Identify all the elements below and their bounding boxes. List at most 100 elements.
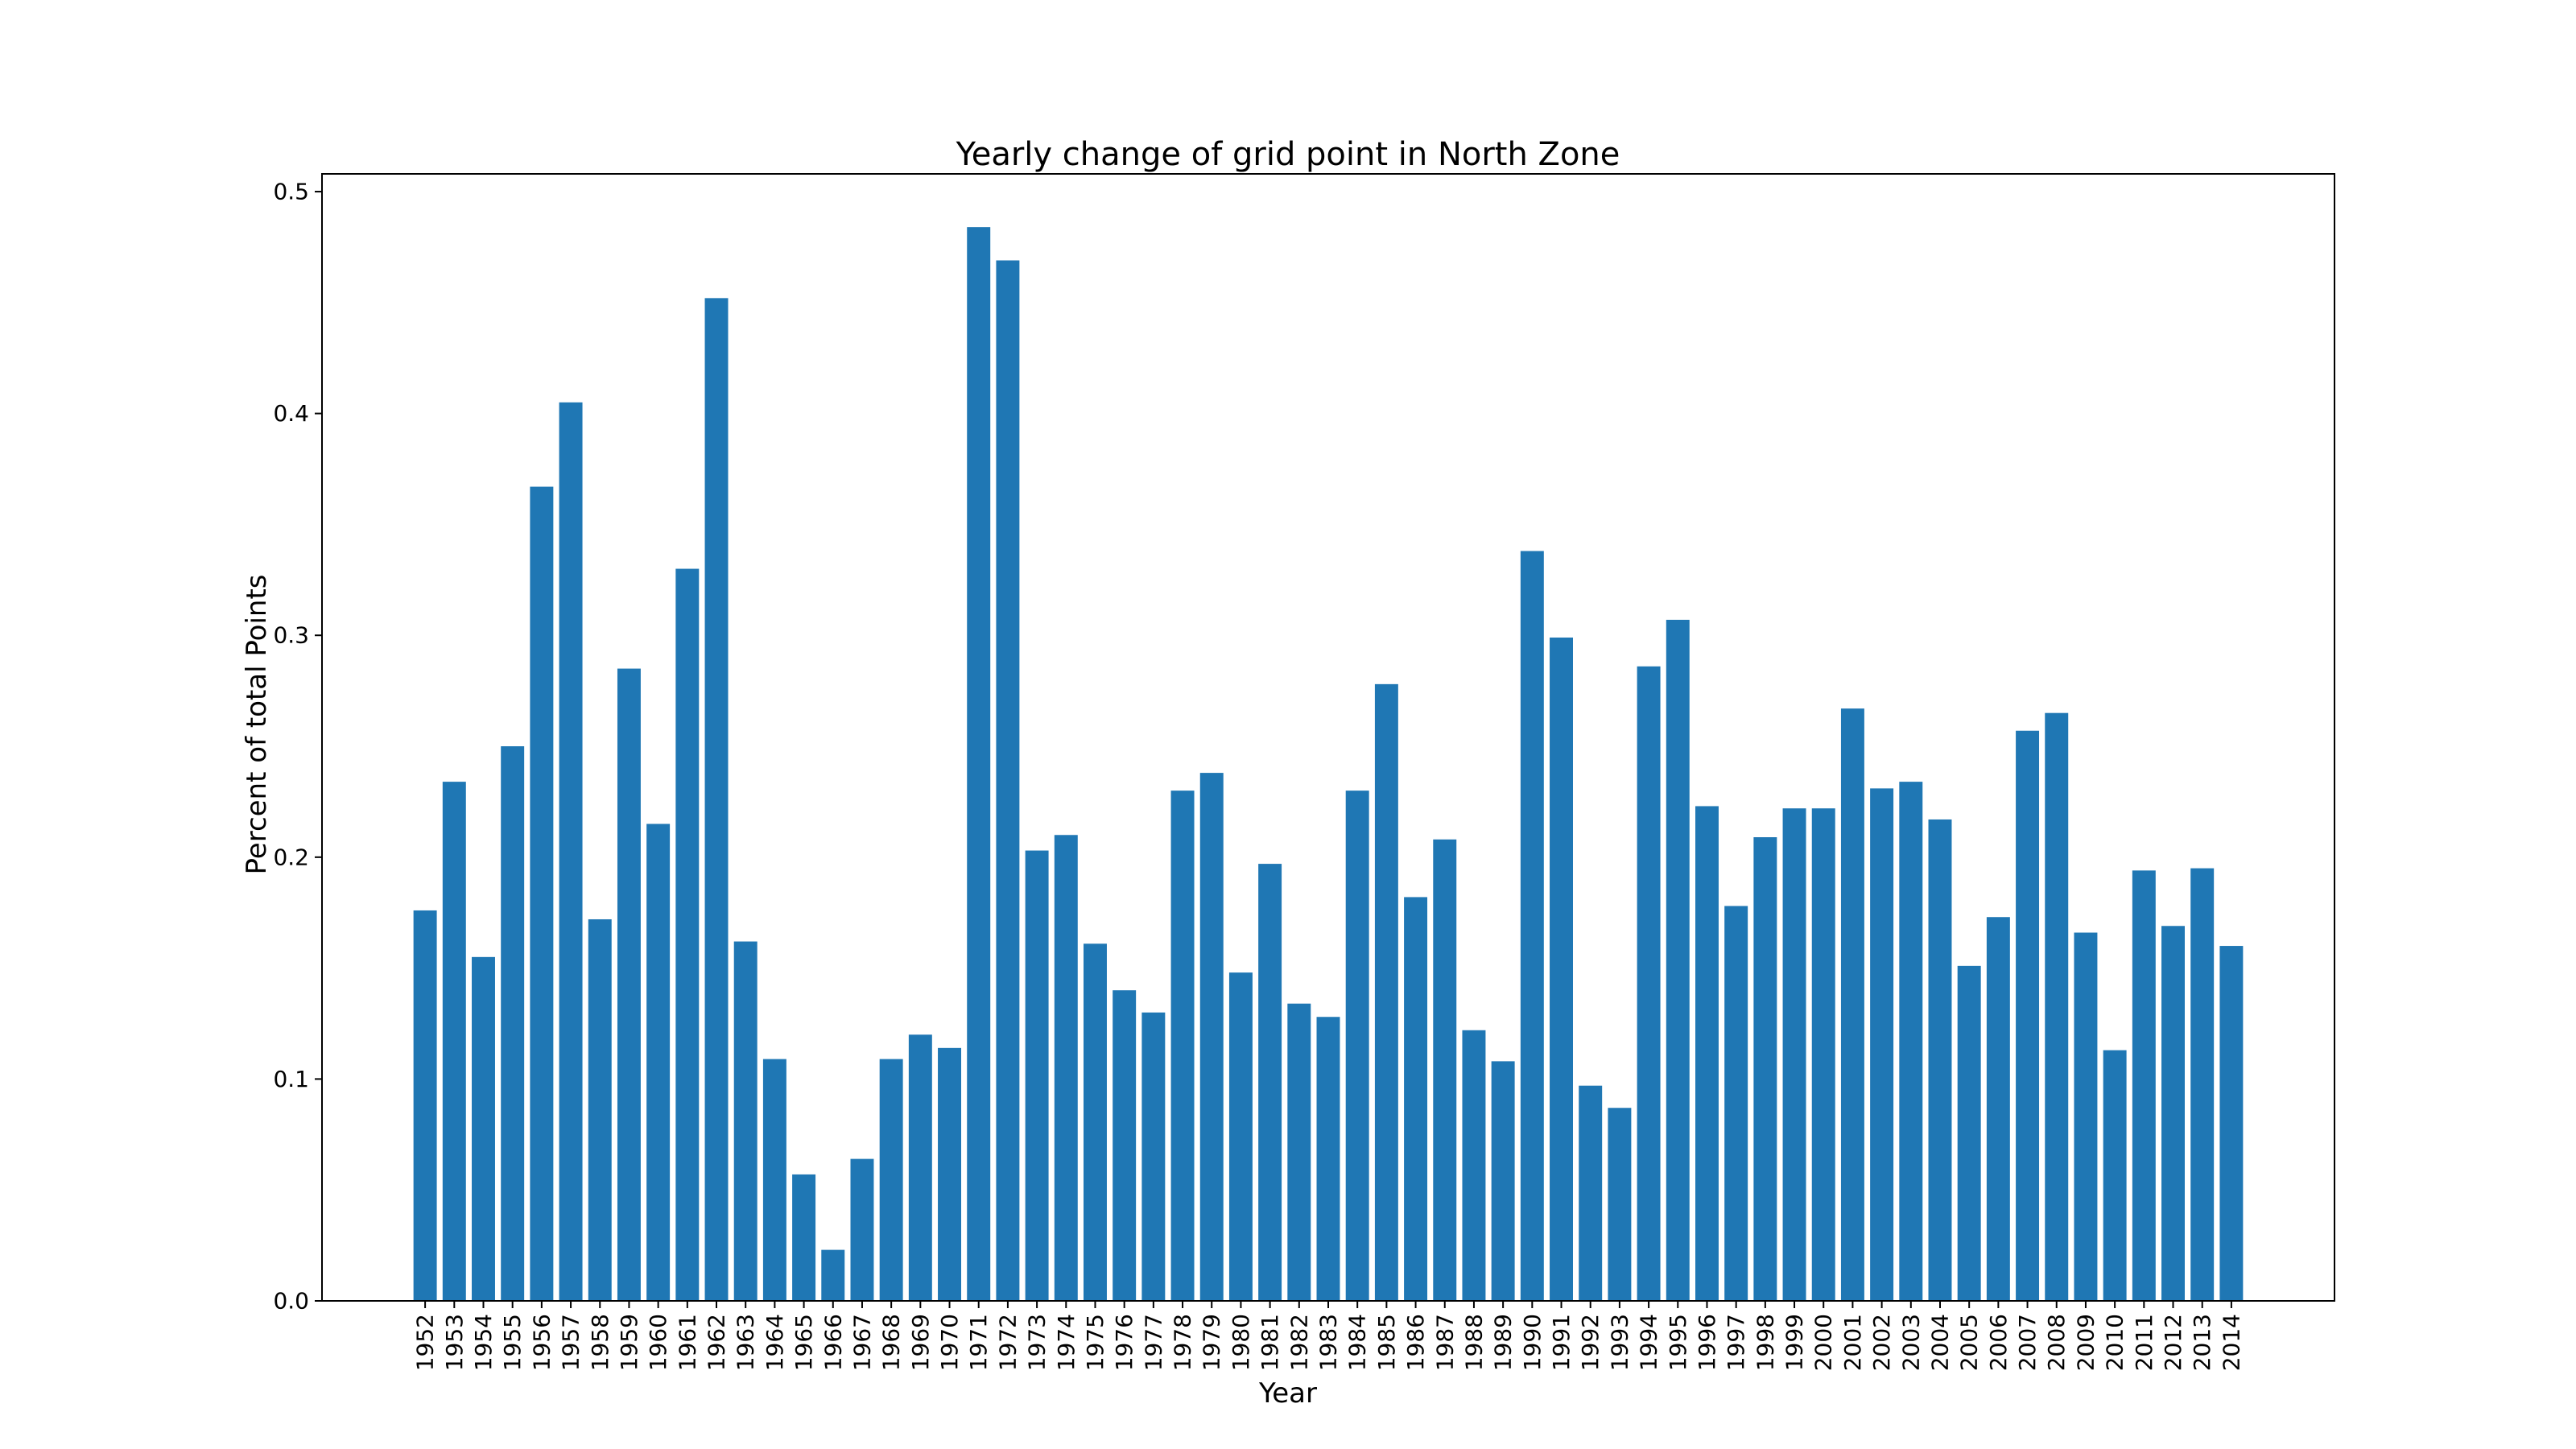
bar-1998 xyxy=(1753,837,1777,1301)
bar-1965 xyxy=(792,1174,816,1301)
x-tick-label: 2006 xyxy=(1985,1314,2012,1371)
x-tick-label: 1954 xyxy=(470,1314,497,1371)
bar-1958 xyxy=(588,919,612,1301)
x-tick-label: 1962 xyxy=(704,1314,730,1371)
bar-1955 xyxy=(501,746,525,1301)
bar-1988 xyxy=(1462,1030,1486,1301)
bar-1973 xyxy=(1025,850,1049,1301)
bar-1986 xyxy=(1404,897,1428,1301)
bar-1968 xyxy=(879,1059,903,1301)
bar-2008 xyxy=(2045,712,2069,1301)
y-tick-label: 0.2 xyxy=(273,844,309,870)
bar-1969 xyxy=(908,1034,932,1301)
x-tick-label: 2012 xyxy=(2160,1314,2186,1371)
bar-1959 xyxy=(617,668,641,1301)
bar-2001 xyxy=(1840,708,1864,1301)
x-tick-label: 1977 xyxy=(1140,1314,1166,1371)
bar-1989 xyxy=(1491,1061,1515,1301)
x-tick-label: 1972 xyxy=(994,1314,1021,1371)
bar-1997 xyxy=(1724,906,1748,1301)
x-tick-label: 1958 xyxy=(587,1314,613,1371)
bar-2011 xyxy=(2132,870,2156,1301)
x-tick-label: 2010 xyxy=(2102,1314,2128,1371)
x-tick-label: 1966 xyxy=(819,1314,846,1371)
bar-2003 xyxy=(1899,782,1923,1301)
bar-1966 xyxy=(821,1249,845,1301)
x-tick-label: 2000 xyxy=(1810,1314,1837,1371)
bar-2002 xyxy=(1870,788,1894,1301)
x-tick-label: 1973 xyxy=(1024,1314,1051,1371)
x-tick-label: 1965 xyxy=(791,1314,817,1371)
x-tick-label: 1994 xyxy=(1636,1314,1662,1371)
x-tick-label: 1968 xyxy=(878,1314,905,1371)
x-tick-label: 1983 xyxy=(1315,1314,1342,1371)
bar-1975 xyxy=(1084,943,1107,1301)
x-tick-label: 1990 xyxy=(1519,1314,1546,1371)
bar-1961 xyxy=(675,568,700,1301)
bar-1963 xyxy=(733,941,758,1301)
bar-1967 xyxy=(850,1158,874,1301)
x-tick-label: 1955 xyxy=(499,1314,526,1371)
bar-1995 xyxy=(1666,619,1690,1301)
bar-1984 xyxy=(1345,791,1369,1301)
bar-1983 xyxy=(1316,1017,1340,1301)
bar-1971 xyxy=(967,227,991,1301)
x-tick-label: 2001 xyxy=(1839,1314,1866,1371)
x-tick-label: 1997 xyxy=(1723,1314,1749,1371)
bar-1976 xyxy=(1113,990,1137,1301)
bar-1981 xyxy=(1258,864,1282,1301)
y-tick-label: 0.0 xyxy=(273,1288,309,1315)
x-tick-label: 1961 xyxy=(674,1314,700,1371)
bar-1985 xyxy=(1374,683,1398,1301)
bar-1954 xyxy=(472,956,495,1301)
x-axis-label: Year xyxy=(1258,1377,1317,1410)
bar-1993 xyxy=(1608,1108,1632,1301)
x-tick-label: 1982 xyxy=(1286,1314,1312,1371)
y-tick-label: 0.3 xyxy=(273,622,309,649)
bar-1970 xyxy=(938,1047,962,1301)
x-tick-label: 1989 xyxy=(1490,1314,1517,1371)
bar-1964 xyxy=(762,1059,786,1301)
x-tick-label: 2013 xyxy=(2189,1314,2215,1371)
x-tick-label: 1975 xyxy=(1082,1314,1108,1371)
x-tick-label: 1963 xyxy=(733,1314,759,1371)
x-tick-label: 2008 xyxy=(2043,1314,2070,1371)
x-tick-label: 2007 xyxy=(2014,1314,2041,1371)
bar-2010 xyxy=(2103,1050,2127,1301)
x-tick-label: 1986 xyxy=(1402,1314,1429,1371)
bar-2012 xyxy=(2161,926,2185,1301)
x-tick-label: 1979 xyxy=(1199,1314,1225,1371)
x-tick-label: 1991 xyxy=(1548,1314,1575,1371)
x-tick-label: 1992 xyxy=(1577,1314,1604,1371)
bar-1972 xyxy=(996,260,1020,1301)
bar-1952 xyxy=(413,910,437,1301)
bar-1999 xyxy=(1782,808,1806,1301)
x-tick-label: 2002 xyxy=(1868,1314,1895,1371)
bar-2007 xyxy=(2016,730,2040,1301)
bar-2004 xyxy=(1928,819,1952,1301)
x-axis-ticks: 1952 1953 1954 1955 1956 1957 1958 1959 1960 1961… xyxy=(412,1301,2244,1371)
bar-1982 xyxy=(1287,1003,1311,1301)
bar-1953 xyxy=(442,782,466,1301)
bar-2006 xyxy=(1986,917,2010,1301)
x-tick-label: 1974 xyxy=(1053,1314,1080,1371)
x-tick-label: 1957 xyxy=(558,1314,584,1371)
x-tick-label: 1993 xyxy=(1606,1314,1633,1371)
bar-1960 xyxy=(646,824,671,1301)
bar-2009 xyxy=(2074,932,2098,1301)
bar-1992 xyxy=(1579,1085,1603,1301)
x-tick-label: 1969 xyxy=(907,1314,934,1371)
bar-1962 xyxy=(704,298,729,1302)
x-tick-label: 1953 xyxy=(441,1314,468,1371)
x-tick-label: 1959 xyxy=(616,1314,642,1371)
x-tick-label: 2005 xyxy=(1956,1314,1983,1371)
x-tick-label: 1952 xyxy=(412,1314,439,1371)
bar-1978 xyxy=(1170,791,1195,1301)
bar-1977 xyxy=(1141,1012,1166,1301)
x-tick-label: 1967 xyxy=(848,1314,875,1371)
x-tick-label: 2003 xyxy=(1897,1314,1924,1371)
x-tick-label: 1956 xyxy=(528,1314,555,1371)
bar-2005 xyxy=(1957,965,1981,1301)
bar-1979 xyxy=(1199,773,1224,1301)
